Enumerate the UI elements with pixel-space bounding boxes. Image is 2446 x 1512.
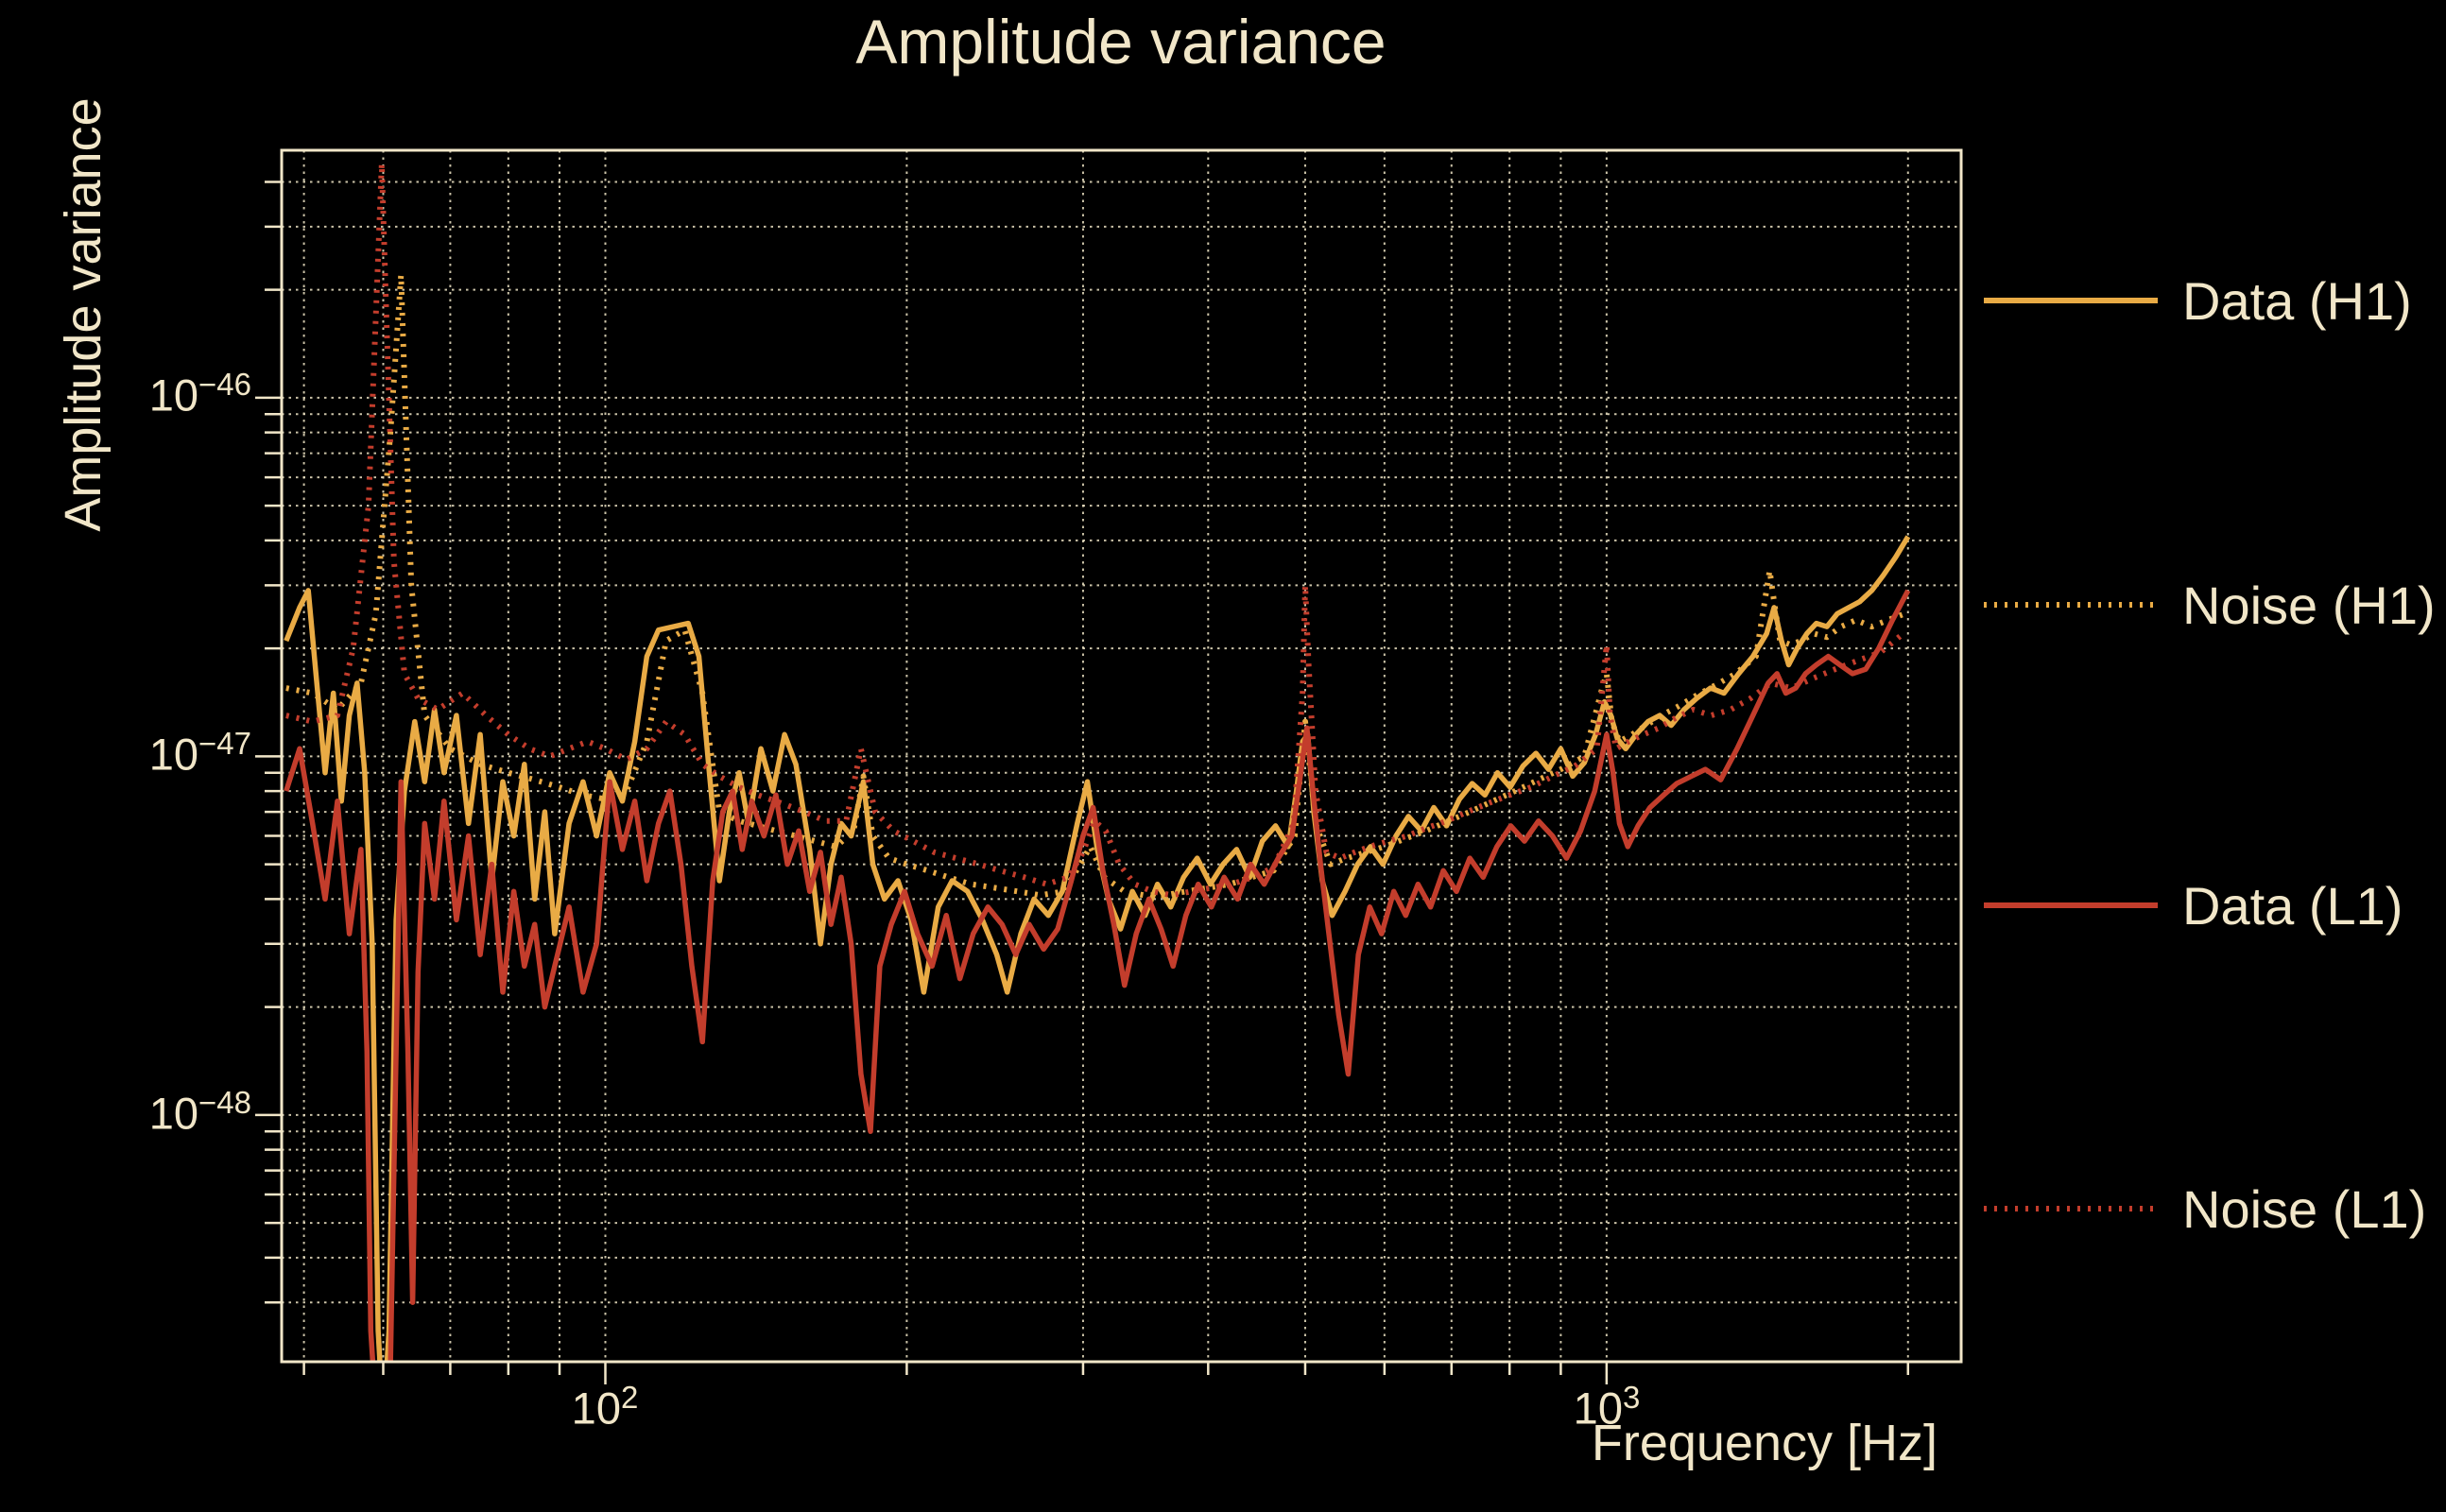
axis-ticks <box>255 180 1910 1384</box>
x-tick-label-1000: 103 <box>1573 1380 1641 1434</box>
legend-label: Noise (H1) <box>2182 575 2436 635</box>
x-axis-label: Frequency [Hz] <box>1591 1415 1938 1471</box>
x-tick-label-100: 102 <box>571 1380 639 1434</box>
y-tick-label-1e-47: 10−47 <box>148 726 251 780</box>
y-tick-label-1e-48: 10−48 <box>148 1085 251 1139</box>
legend-line-sample <box>1984 902 2158 908</box>
legend-entry-noise-l1: Noise (L1) <box>1980 1176 2426 1242</box>
legend-entry-data-l1: Data (L1) <box>1980 872 2403 938</box>
y-axis-label: Amplitude variance <box>55 97 112 532</box>
legend-entry-data-h1: Data (H1) <box>1980 267 2412 334</box>
gridlines <box>282 150 1961 1362</box>
axes-spines <box>280 148 1963 1364</box>
y-tick-label-1e-46: 10−46 <box>148 367 251 421</box>
legend-line-sample <box>1984 602 2158 608</box>
legend-entry-noise-h1: Noise (H1) <box>1980 572 2436 638</box>
legend-line-sample <box>1984 298 2158 303</box>
legend-label: Noise (L1) <box>2182 1178 2427 1239</box>
legend-label: Data (L1) <box>2182 875 2403 936</box>
legend-label: Data (H1) <box>2182 270 2412 331</box>
legend-line-sample <box>1984 1206 2158 1211</box>
chart-title: Amplitude variance <box>855 7 1387 77</box>
data-curves <box>284 161 1911 1362</box>
